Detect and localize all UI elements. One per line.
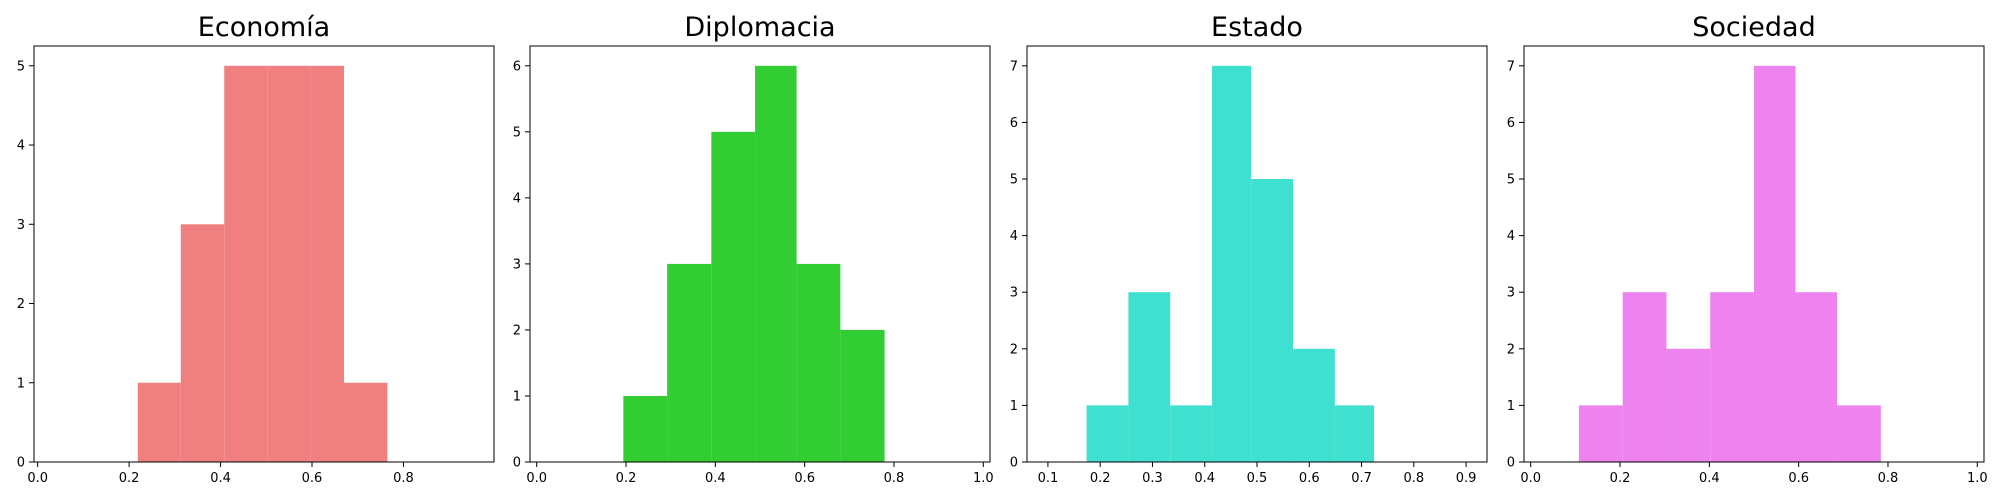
histogram-bar: [180, 224, 225, 462]
y-tick-label: 1: [1507, 399, 1515, 414]
y-tick-label: 7: [1010, 59, 1018, 74]
histogram-bar: [711, 131, 756, 463]
histogram-panel-4: 0.0 0.2 0.4 0.6 0.8 1.0 0 1 2 3 4 5 6 7 Sociedad: [1507, 12, 1988, 486]
chart-title: Diplomacia: [684, 12, 835, 43]
y-tick-label: 0: [1507, 456, 1515, 471]
histogram-bar: [1578, 405, 1623, 462]
histogram-bar: [796, 263, 841, 462]
x-tick-label: 0.8: [1878, 471, 1899, 486]
y-tick-label: 2: [1507, 342, 1515, 357]
histogram-bar: [755, 65, 797, 463]
x-tick-label: 0.4: [705, 471, 726, 486]
histogram-bar: [267, 65, 311, 463]
y-tick-label: 3: [17, 218, 25, 233]
histogram-bar: [1293, 348, 1335, 462]
histogram-bar: [840, 329, 885, 462]
y-tick-label: 5: [513, 125, 521, 140]
y-tick-label: 2: [1010, 342, 1018, 357]
x-tick-label: 0.8: [884, 471, 905, 486]
y-tick-label: 4: [1507, 229, 1515, 244]
y-tick-label: 3: [1010, 286, 1018, 301]
histogram-bar: [344, 382, 388, 462]
x-tick-label: 0.7: [1351, 471, 1372, 486]
axes-frame: [1523, 45, 1985, 463]
x-tick-label: 0.0: [27, 471, 48, 486]
histogram-bar: [1754, 65, 1796, 463]
histogram-panel-1: 0.0 0.2 0.4 0.6 0.8 0 1 2 3 4 5 Economía: [17, 12, 495, 486]
y-tick-label: 1: [513, 389, 521, 404]
histogram-bar: [1212, 65, 1252, 463]
histogram-bar: [1837, 405, 1881, 462]
histogram-bar: [667, 263, 712, 462]
x-tick-label: 0.6: [794, 471, 815, 486]
x-tick-label: 0.8: [1403, 471, 1424, 486]
x-tick-label: 0.5: [1247, 471, 1268, 486]
x-tick-label: 0.2: [1610, 471, 1631, 486]
y-tick-label: 2: [513, 323, 521, 338]
x-tick-label: 0.2: [1090, 471, 1111, 486]
y-tick-label: 4: [1010, 229, 1018, 244]
chart-title: Sociedad: [1692, 12, 1815, 43]
y-tick-label: 6: [1507, 116, 1515, 131]
y-tick-label: 5: [1010, 173, 1018, 188]
histogram-bar: [137, 382, 181, 462]
histogram-bar: [1710, 292, 1754, 462]
x-tick-label: 1.0: [1967, 471, 1988, 486]
axes-frame: [529, 45, 991, 463]
y-tick-label: 4: [513, 191, 521, 206]
histogram-panel-2: 0.0 0.2 0.4 0.6 0.8 1.0 0 1 2 3 4 5 6 Diplomacia: [513, 12, 994, 486]
x-tick-label: 0.6: [302, 471, 323, 486]
x-tick-label: 0.9: [1456, 471, 1477, 486]
histogram-bar: [1666, 348, 1711, 462]
chart-title: Economía: [198, 12, 330, 43]
y-tick-label: 6: [513, 59, 521, 74]
y-tick-label: 1: [1010, 399, 1018, 414]
histogram-bar: [1334, 405, 1375, 462]
x-tick-label: 0.4: [1194, 471, 1215, 486]
histogram-bar: [1795, 292, 1838, 462]
x-tick-label: 0.6: [1299, 471, 1320, 486]
x-tick-label: 0.0: [526, 471, 547, 486]
histogram-bar: [1622, 292, 1667, 462]
histogram-bar: [224, 65, 268, 463]
y-tick-label: 3: [513, 257, 521, 272]
y-tick-label: 7: [1507, 59, 1515, 74]
x-tick-label: 0.4: [210, 471, 231, 486]
y-tick-label: 6: [1010, 116, 1018, 131]
histogram-bar: [1086, 405, 1129, 462]
y-tick-label: 5: [1507, 173, 1515, 188]
y-tick-label: 2: [17, 297, 25, 312]
y-tick-label: 3: [1507, 286, 1515, 301]
x-tick-label: 0.1: [1038, 471, 1059, 486]
y-tick-label: 5: [17, 59, 25, 74]
y-tick-label: 0: [1010, 456, 1018, 471]
y-tick-label: 1: [17, 376, 25, 391]
x-tick-label: 0.6: [1788, 471, 1809, 486]
histogram-bar: [1128, 292, 1171, 462]
axes-frame: [33, 45, 495, 463]
x-tick-label: 0.2: [616, 471, 637, 486]
histogram-panel-3: 0.1 0.2 0.3 0.4 0.5 0.6 0.7 0.8 0.9 0 1 2 3 4 5 6 7 Estad…: [1010, 12, 1488, 486]
chart-title: Estado: [1211, 12, 1303, 43]
x-tick-label: 0.0: [1520, 471, 1541, 486]
histogram-bar: [310, 65, 345, 463]
x-tick-label: 0.8: [393, 471, 414, 486]
histogram-bar: [623, 395, 668, 462]
histogram-bar: [1170, 405, 1213, 462]
x-tick-label: 0.4: [1699, 471, 1720, 486]
x-tick-label: 0.2: [119, 471, 140, 486]
y-tick-label: 0: [17, 456, 25, 471]
y-tick-label: 4: [17, 139, 25, 154]
histogram-bar: [1251, 179, 1294, 462]
x-tick-label: 0.3: [1142, 471, 1163, 486]
x-tick-label: 1.0: [973, 471, 994, 486]
y-tick-label: 0: [513, 456, 521, 471]
